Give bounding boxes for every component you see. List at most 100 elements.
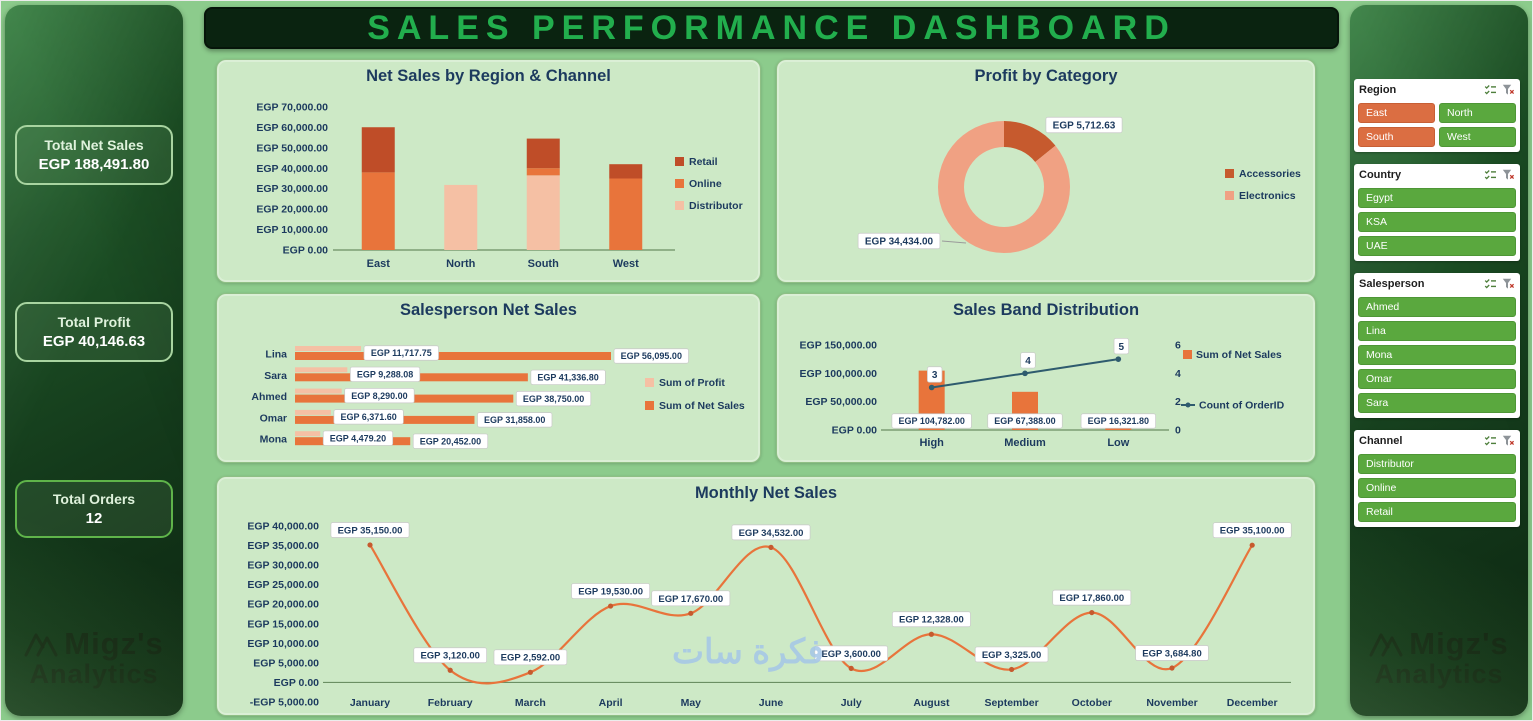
slicer-header-icons <box>1484 278 1515 290</box>
slicer-header: Salesperson <box>1354 273 1520 294</box>
slicer-item-uae[interactable]: UAE <box>1358 236 1516 256</box>
svg-text:Count of OrderID: Count of OrderID <box>1199 400 1285 412</box>
multi-select-icon[interactable] <box>1484 84 1497 96</box>
multi-select-icon[interactable] <box>1484 435 1497 447</box>
svg-text:South: South <box>528 258 559 270</box>
svg-text:EGP 19,530.00: EGP 19,530.00 <box>578 586 643 597</box>
svg-text:Retail: Retail <box>689 156 718 168</box>
kpi-label: Total Net Sales <box>44 137 144 153</box>
svg-text:EGP 12,328.00: EGP 12,328.00 <box>899 615 964 626</box>
svg-text:Accessories: Accessories <box>1239 168 1301 180</box>
svg-text:EGP 38,750.00: EGP 38,750.00 <box>523 394 584 404</box>
brand-name-line2: Analytics <box>1374 659 1504 689</box>
right-sidebar: Region East North South West Country Egypt KSA U… <box>1350 5 1528 716</box>
slicer-title: Region <box>1359 83 1397 96</box>
svg-text:Omar: Omar <box>260 412 287 424</box>
clear-filter-icon[interactable] <box>1502 169 1515 181</box>
slicer-title: Country <box>1359 168 1402 181</box>
svg-text:EGP 31,858.00: EGP 31,858.00 <box>484 415 545 425</box>
slicer-header-icons <box>1484 84 1515 96</box>
svg-text:EGP 11,717.75: EGP 11,717.75 <box>371 348 432 358</box>
svg-text:EGP 17,860.00: EGP 17,860.00 <box>1059 593 1124 604</box>
svg-text:North: North <box>446 258 476 270</box>
svg-text:Ahmed: Ahmed <box>251 391 287 403</box>
svg-text:September: September <box>984 697 1038 709</box>
slicer-item-east[interactable]: East <box>1358 103 1435 123</box>
slicer-item-lina[interactable]: Lina <box>1358 321 1516 341</box>
svg-text:EGP 0.00: EGP 0.00 <box>283 245 328 257</box>
chart-title-monthly: Monthly Net Sales <box>694 484 838 502</box>
svg-text:Mona: Mona <box>260 434 288 446</box>
slicer-header: Channel <box>1354 430 1520 451</box>
slicer-item-west[interactable]: West <box>1439 127 1516 147</box>
kpi-card-total-profit: Total Profit EGP 40,146.63 <box>15 302 173 362</box>
chart-canvas: EGP 5,712.63 EGP 34,434.00 Accessories Elec… <box>857 116 1301 254</box>
svg-text:EGP 34,434.00: EGP 34,434.00 <box>865 237 934 248</box>
slicer-item-ksa[interactable]: KSA <box>1358 212 1516 232</box>
panel-monthly-net-sales: Monthly Net Sales -EGP 5,000.00 EGP 0.00 E… <box>216 476 1316 716</box>
slicer-item-south[interactable]: South <box>1358 127 1435 147</box>
slicer-item-north[interactable]: North <box>1439 103 1516 123</box>
kpi-card-total-orders: Total Orders 12 <box>15 480 173 538</box>
slicer-header: Country <box>1354 164 1520 185</box>
slicer-item-ahmed[interactable]: Ahmed <box>1358 297 1516 317</box>
svg-text:EGP 3,684.80: EGP 3,684.80 <box>1142 648 1202 659</box>
svg-text:EGP 17,670.00: EGP 17,670.00 <box>658 594 723 605</box>
svg-text:Sum of Net Sales: Sum of Net Sales <box>1196 349 1282 361</box>
slicer-header-icons <box>1484 435 1515 447</box>
svg-text:4: 4 <box>1175 368 1181 380</box>
kpi-value: 12 <box>85 510 103 527</box>
line-chart: -EGP 5,000.00 EGP 0.00 EGP 5,000.00 EGP 10,… <box>225 503 1307 720</box>
svg-text:EGP 35,000.00: EGP 35,000.00 <box>247 540 319 552</box>
svg-text:EGP 15,000.00: EGP 15,000.00 <box>247 618 319 630</box>
svg-text:March: March <box>515 697 546 709</box>
slicer-header-icons <box>1484 169 1515 181</box>
clear-filter-icon[interactable] <box>1502 278 1515 290</box>
svg-text:EGP 3,120.00: EGP 3,120.00 <box>420 651 480 662</box>
svg-text:Low: Low <box>1107 437 1129 449</box>
slicer-item-egypt[interactable]: Egypt <box>1358 188 1516 208</box>
svg-text:EGP 10,000.00: EGP 10,000.00 <box>256 224 328 236</box>
multi-select-icon[interactable] <box>1484 278 1497 290</box>
slicer-item-online[interactable]: Online <box>1358 478 1516 498</box>
clear-filter-icon[interactable] <box>1502 84 1515 96</box>
svg-text:EGP 8,290.00: EGP 8,290.00 <box>351 391 407 401</box>
brand-logo-row: Migz's <box>1369 626 1508 662</box>
svg-text:December: December <box>1227 697 1278 709</box>
kpi-label: Total Orders <box>52 491 136 507</box>
slicer-item-omar[interactable]: Omar <box>1358 369 1516 389</box>
brand-logo-row: Migz's <box>24 626 163 662</box>
slicer-title: Salesperson <box>1359 277 1425 290</box>
svg-text:October: October <box>1072 697 1112 709</box>
svg-text:June: June <box>759 697 784 709</box>
svg-text:EGP 34,532.00: EGP 34,532.00 <box>739 528 804 539</box>
svg-text:EGP 3,600.00: EGP 3,600.00 <box>821 649 881 660</box>
panel-salesperson-net-sales: Salesperson Net Sales Lina EGP 11,717.75 E… <box>216 293 761 463</box>
svg-text:EGP 50,000.00: EGP 50,000.00 <box>256 142 328 154</box>
svg-text:EGP 41,336.80: EGP 41,336.80 <box>537 373 598 383</box>
svg-text:EGP 25,000.00: EGP 25,000.00 <box>247 579 319 591</box>
chart-canvas: -EGP 5,000.00 EGP 0.00 EGP 5,000.00 EGP 10,… <box>247 521 1292 709</box>
kpi-value: EGP 40,146.63 <box>42 333 146 350</box>
svg-text:EGP 4,479.20: EGP 4,479.20 <box>330 433 386 443</box>
slicer-header: Region <box>1354 79 1520 100</box>
svg-text:EGP 67,388.00: EGP 67,388.00 <box>994 416 1055 426</box>
svg-text:EGP 40,000.00: EGP 40,000.00 <box>256 163 328 175</box>
chart-title-profit-category: Profit by Category <box>974 67 1118 85</box>
multi-select-icon[interactable] <box>1484 169 1497 181</box>
svg-text:EGP 70,000.00: EGP 70,000.00 <box>256 102 328 114</box>
slicer-item-distributor[interactable]: Distributor <box>1358 454 1516 474</box>
svg-text:EGP 20,452.00: EGP 20,452.00 <box>420 436 481 446</box>
slicer-title: Channel <box>1359 434 1403 447</box>
svg-text:EGP 50,000.00: EGP 50,000.00 <box>805 396 877 408</box>
svg-text:EGP 20,000.00: EGP 20,000.00 <box>256 204 328 216</box>
slicer-item-mona[interactable]: Mona <box>1358 345 1516 365</box>
svg-text:-EGP 5,000.00: -EGP 5,000.00 <box>250 697 319 709</box>
slicer-item-retail[interactable]: Retail <box>1358 502 1516 522</box>
svg-text:0: 0 <box>1175 425 1181 437</box>
clear-filter-icon[interactable] <box>1502 435 1515 447</box>
chart-canvas: EGP 0.00 EGP 10,000.00 EGP 20,000.00 EGP 30… <box>256 102 742 271</box>
svg-text:EGP 0.00: EGP 0.00 <box>832 425 877 437</box>
slicer-item-sara[interactable]: Sara <box>1358 393 1516 413</box>
